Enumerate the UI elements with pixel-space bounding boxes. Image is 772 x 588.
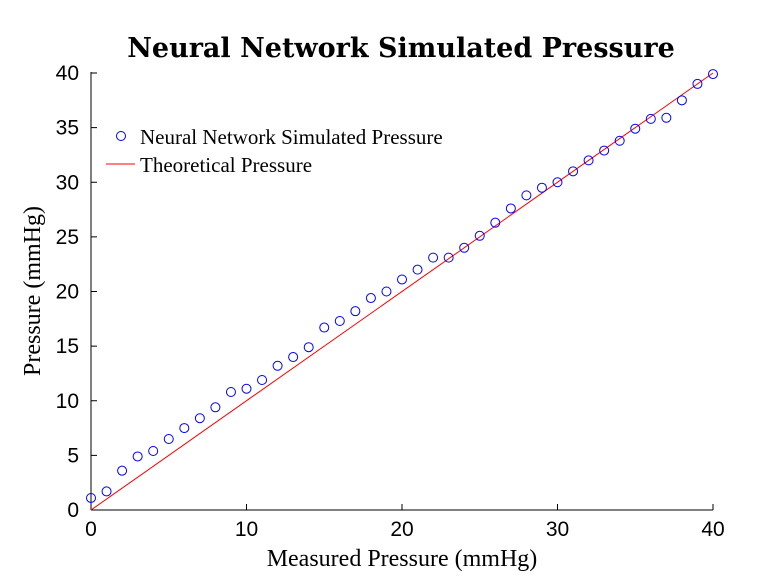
nn-data-point (630, 123, 641, 134)
y-axis-label: Pressure (mmHg) (20, 206, 46, 376)
x-ticks: 0 10 20 30 40 (85, 504, 725, 541)
nn-data-point (645, 113, 656, 124)
nn-data-point (163, 433, 174, 444)
theoretical-series (90, 72, 714, 511)
nn-data-point (490, 217, 501, 228)
nn-data-point (428, 252, 439, 263)
chart-title: Neural Network Simulated Pressure (127, 33, 675, 64)
nn-data-point (505, 203, 516, 214)
nn-data-point (381, 286, 392, 297)
nn-data-point (536, 182, 547, 193)
nn-series (86, 69, 718, 503)
y-tick-label: 25 (56, 226, 79, 249)
nn-data-point (210, 402, 221, 413)
nn-data-point (257, 374, 268, 385)
nn-data-point (86, 492, 96, 503)
nn-data-point (101, 486, 112, 497)
legend-label-nn: Neural Network Simulated Pressure (140, 125, 443, 149)
y-tick-label: 0 (67, 499, 79, 522)
nn-data-point (412, 264, 423, 275)
nn-data-point (272, 360, 283, 371)
nn-data-point (614, 135, 625, 146)
nn-data-point (179, 423, 190, 434)
y-tick-label: 40 (56, 62, 79, 85)
nn-data-point (676, 95, 687, 106)
nn-data-point (459, 242, 470, 253)
y-tick-label: 20 (56, 281, 79, 304)
nn-data-point (288, 352, 299, 363)
nn-data-point (132, 451, 143, 462)
nn-data-point (599, 145, 610, 156)
y-ticks: 0 5 10 15 20 25 30 35 40 (56, 62, 97, 522)
nn-data-point (474, 230, 485, 241)
nn-data-point (692, 78, 703, 89)
nn-data-point (334, 315, 345, 326)
nn-data-point (365, 293, 376, 304)
y-tick-label: 5 (67, 444, 79, 467)
nn-data-point (708, 69, 718, 80)
legend: Neural Network Simulated Pressure Theore… (106, 125, 443, 177)
x-tick-label: 20 (390, 518, 413, 541)
x-tick-label: 0 (85, 518, 97, 541)
x-tick-label: 30 (546, 518, 569, 541)
nn-data-point (148, 446, 159, 457)
nn-data-point (568, 166, 579, 177)
nn-data-point (303, 342, 314, 353)
nn-data-point (350, 306, 361, 317)
nn-data-point (194, 413, 205, 424)
nn-data-point (225, 387, 236, 398)
nn-data-point (583, 155, 594, 166)
y-tick-label: 15 (56, 335, 79, 358)
theoretical-pressure-line (90, 72, 714, 511)
y-tick-label: 10 (56, 390, 79, 413)
nn-data-point (552, 177, 563, 188)
nn-data-point (443, 252, 454, 263)
y-tick-label: 30 (56, 171, 79, 194)
x-tick-label: 10 (235, 518, 258, 541)
nn-data-point (117, 465, 128, 476)
legend-label-theoretical: Theoretical Pressure (140, 153, 312, 177)
nn-data-point (397, 274, 407, 285)
nn-data-point (241, 383, 252, 394)
x-axis-label: Measured Pressure (mmHg) (267, 546, 538, 572)
nn-data-point (521, 190, 532, 201)
nn-data-point (319, 322, 330, 333)
legend-marker-nn (116, 131, 126, 141)
x-tick-label: 40 (701, 518, 724, 541)
y-tick-label: 35 (56, 117, 79, 140)
nn-data-point (661, 112, 672, 123)
